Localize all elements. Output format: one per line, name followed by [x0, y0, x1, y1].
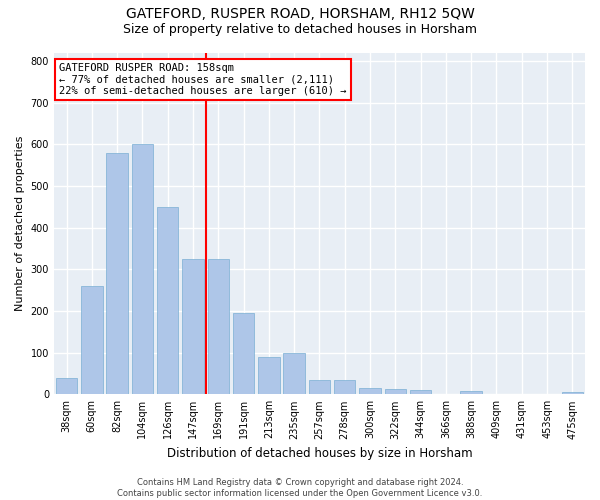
X-axis label: Distribution of detached houses by size in Horsham: Distribution of detached houses by size … — [167, 447, 472, 460]
Bar — [131, 144, 153, 395]
Bar — [460, 391, 482, 394]
Bar — [208, 259, 229, 394]
Bar — [81, 286, 103, 395]
Y-axis label: Number of detached properties: Number of detached properties — [15, 136, 25, 311]
Bar — [258, 357, 280, 395]
Bar — [106, 152, 128, 394]
Bar — [56, 378, 77, 394]
Bar — [562, 392, 583, 394]
Text: Contains HM Land Registry data © Crown copyright and database right 2024.
Contai: Contains HM Land Registry data © Crown c… — [118, 478, 482, 498]
Text: GATEFORD RUSPER ROAD: 158sqm
← 77% of detached houses are smaller (2,111)
22% of: GATEFORD RUSPER ROAD: 158sqm ← 77% of de… — [59, 63, 347, 96]
Bar — [309, 380, 330, 394]
Bar — [283, 352, 305, 395]
Text: Size of property relative to detached houses in Horsham: Size of property relative to detached ho… — [123, 22, 477, 36]
Bar — [410, 390, 431, 394]
Bar — [157, 206, 178, 394]
Bar — [385, 390, 406, 394]
Bar — [233, 313, 254, 394]
Bar — [182, 259, 204, 394]
Text: GATEFORD, RUSPER ROAD, HORSHAM, RH12 5QW: GATEFORD, RUSPER ROAD, HORSHAM, RH12 5QW — [125, 8, 475, 22]
Bar — [359, 388, 381, 394]
Bar — [334, 380, 355, 394]
